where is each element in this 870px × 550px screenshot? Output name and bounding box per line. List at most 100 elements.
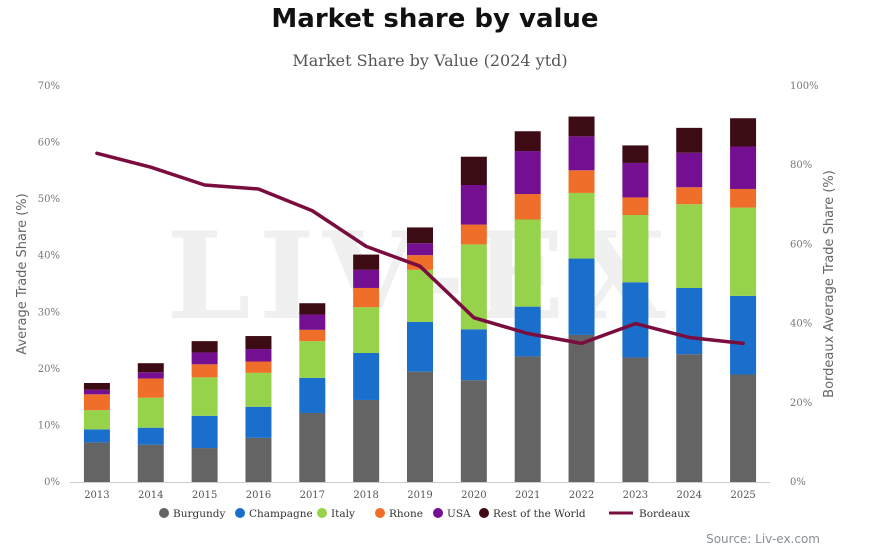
x-tick-label: 2016	[246, 490, 271, 501]
y-axis-title: Average Trade Share (%)	[15, 193, 30, 354]
bar-burgundy	[245, 437, 272, 482]
bar-burgundy	[730, 374, 757, 482]
page-title: Market share by value	[271, 4, 599, 34]
bar-rest-of-the-world	[353, 254, 380, 270]
y-tick-label: 70%	[38, 81, 60, 92]
x-tick-label: 2014	[138, 490, 163, 501]
bar-champagne	[568, 258, 595, 335]
bordeaux-line	[95, 151, 745, 346]
bar-usa	[568, 136, 595, 171]
bar-champagne	[730, 295, 757, 375]
bar-italy	[514, 219, 541, 307]
bar-rhone	[568, 170, 595, 193]
bar-rhone	[191, 364, 218, 378]
bar-champagne	[191, 415, 218, 449]
bar-rest-of-the-world	[568, 116, 595, 137]
legend-label-bordeaux: Bordeaux	[639, 508, 690, 520]
bar-rest-of-the-world	[460, 156, 487, 185]
y-tick-label: 50%	[38, 194, 60, 205]
bar-usa	[245, 349, 272, 362]
bar-rest-of-the-world	[622, 145, 649, 163]
bar-burgundy	[299, 412, 326, 482]
x-tick-label: 2015	[192, 490, 217, 501]
bar-champagne	[353, 353, 380, 400]
bar-rest-of-the-world	[730, 118, 757, 147]
bar-italy	[622, 214, 649, 283]
legend-label-italy: Italy	[331, 508, 355, 520]
bar-rhone	[245, 361, 272, 373]
bar-burgundy	[622, 357, 649, 482]
y2-tick-label: 80%	[790, 160, 812, 171]
y2-tick-label: 100%	[790, 81, 819, 92]
bar-rest-of-the-world	[676, 127, 703, 153]
bar-italy	[676, 204, 703, 288]
bar-burgundy	[460, 380, 487, 482]
x-tick-label: 2013	[84, 490, 109, 501]
legend-marker-champagne	[235, 508, 245, 518]
bar-champagne	[407, 321, 433, 372]
bar-italy	[460, 244, 487, 330]
y2-tick-label: 60%	[790, 239, 812, 250]
x-tick-label: 2021	[515, 490, 540, 501]
bar-burgundy	[83, 442, 110, 482]
bar-usa	[299, 314, 326, 330]
x-tick-label: 2017	[300, 490, 325, 501]
bar-burgundy	[676, 354, 703, 482]
bar-italy	[191, 377, 218, 416]
bar-burgundy	[353, 399, 380, 482]
bar-usa	[191, 352, 218, 365]
bar-champagne	[299, 377, 326, 413]
y2-axis-title: Bordeaux Average Trade Share (%)	[822, 170, 837, 398]
y2-tick-label: 40%	[790, 319, 812, 330]
bar-usa	[676, 152, 703, 188]
bar-rhone	[299, 329, 326, 342]
legend-marker-burgundy	[159, 508, 169, 518]
bar-burgundy	[407, 371, 433, 482]
bar-champagne	[137, 427, 164, 445]
bar-rhone	[676, 187, 703, 205]
bar-usa	[137, 372, 164, 379]
y2-tick-label: 0%	[790, 477, 806, 488]
legend-label-rest-of-the-world: Rest of the World	[493, 508, 586, 520]
y-tick-label: 20%	[38, 364, 60, 375]
chart-title: Market Share by Value (2024 ytd)	[292, 51, 567, 70]
bar-italy	[299, 341, 326, 378]
bar-rest-of-the-world	[299, 303, 326, 315]
y-tick-label: 60%	[38, 138, 60, 149]
bar-rhone	[137, 378, 164, 398]
bar-usa	[460, 185, 487, 225]
bar-italy	[245, 372, 272, 407]
bar-burgundy	[191, 448, 218, 482]
legend-marker-usa	[433, 508, 443, 518]
bar-rest-of-the-world	[245, 336, 272, 350]
bar-italy	[407, 269, 433, 322]
bar-burgundy	[137, 444, 164, 482]
legend-label-rhone: Rhone	[389, 508, 423, 520]
y-tick-label: 10%	[38, 420, 60, 431]
legend-label-champagne: Champagne	[249, 508, 313, 520]
bar-usa	[730, 146, 757, 189]
x-tick-label: 2023	[623, 490, 648, 501]
x-tick-label: 2018	[353, 490, 378, 501]
bar-italy	[730, 207, 757, 296]
bar-rest-of-the-world	[407, 227, 433, 244]
bar-usa	[353, 269, 380, 288]
bar-italy	[568, 192, 595, 259]
y-tick-label: 40%	[38, 251, 60, 262]
legend-marker-italy	[317, 508, 327, 518]
bar-rhone	[514, 194, 541, 220]
legend-label-usa: USA	[447, 508, 471, 520]
bar-burgundy	[514, 356, 541, 482]
y2-tick-label: 20%	[790, 398, 812, 409]
bar-italy	[137, 397, 164, 428]
legend-label-burgundy: Burgundy	[173, 508, 225, 520]
bar-champagne	[245, 406, 272, 438]
bar-rhone	[353, 287, 380, 308]
bar-rhone	[622, 197, 649, 215]
y-tick-label: 0%	[44, 477, 60, 488]
bar-rest-of-the-world	[514, 131, 541, 152]
bar-usa	[83, 389, 110, 395]
bar-rhone	[83, 394, 110, 411]
bar-rest-of-the-world	[137, 363, 164, 373]
